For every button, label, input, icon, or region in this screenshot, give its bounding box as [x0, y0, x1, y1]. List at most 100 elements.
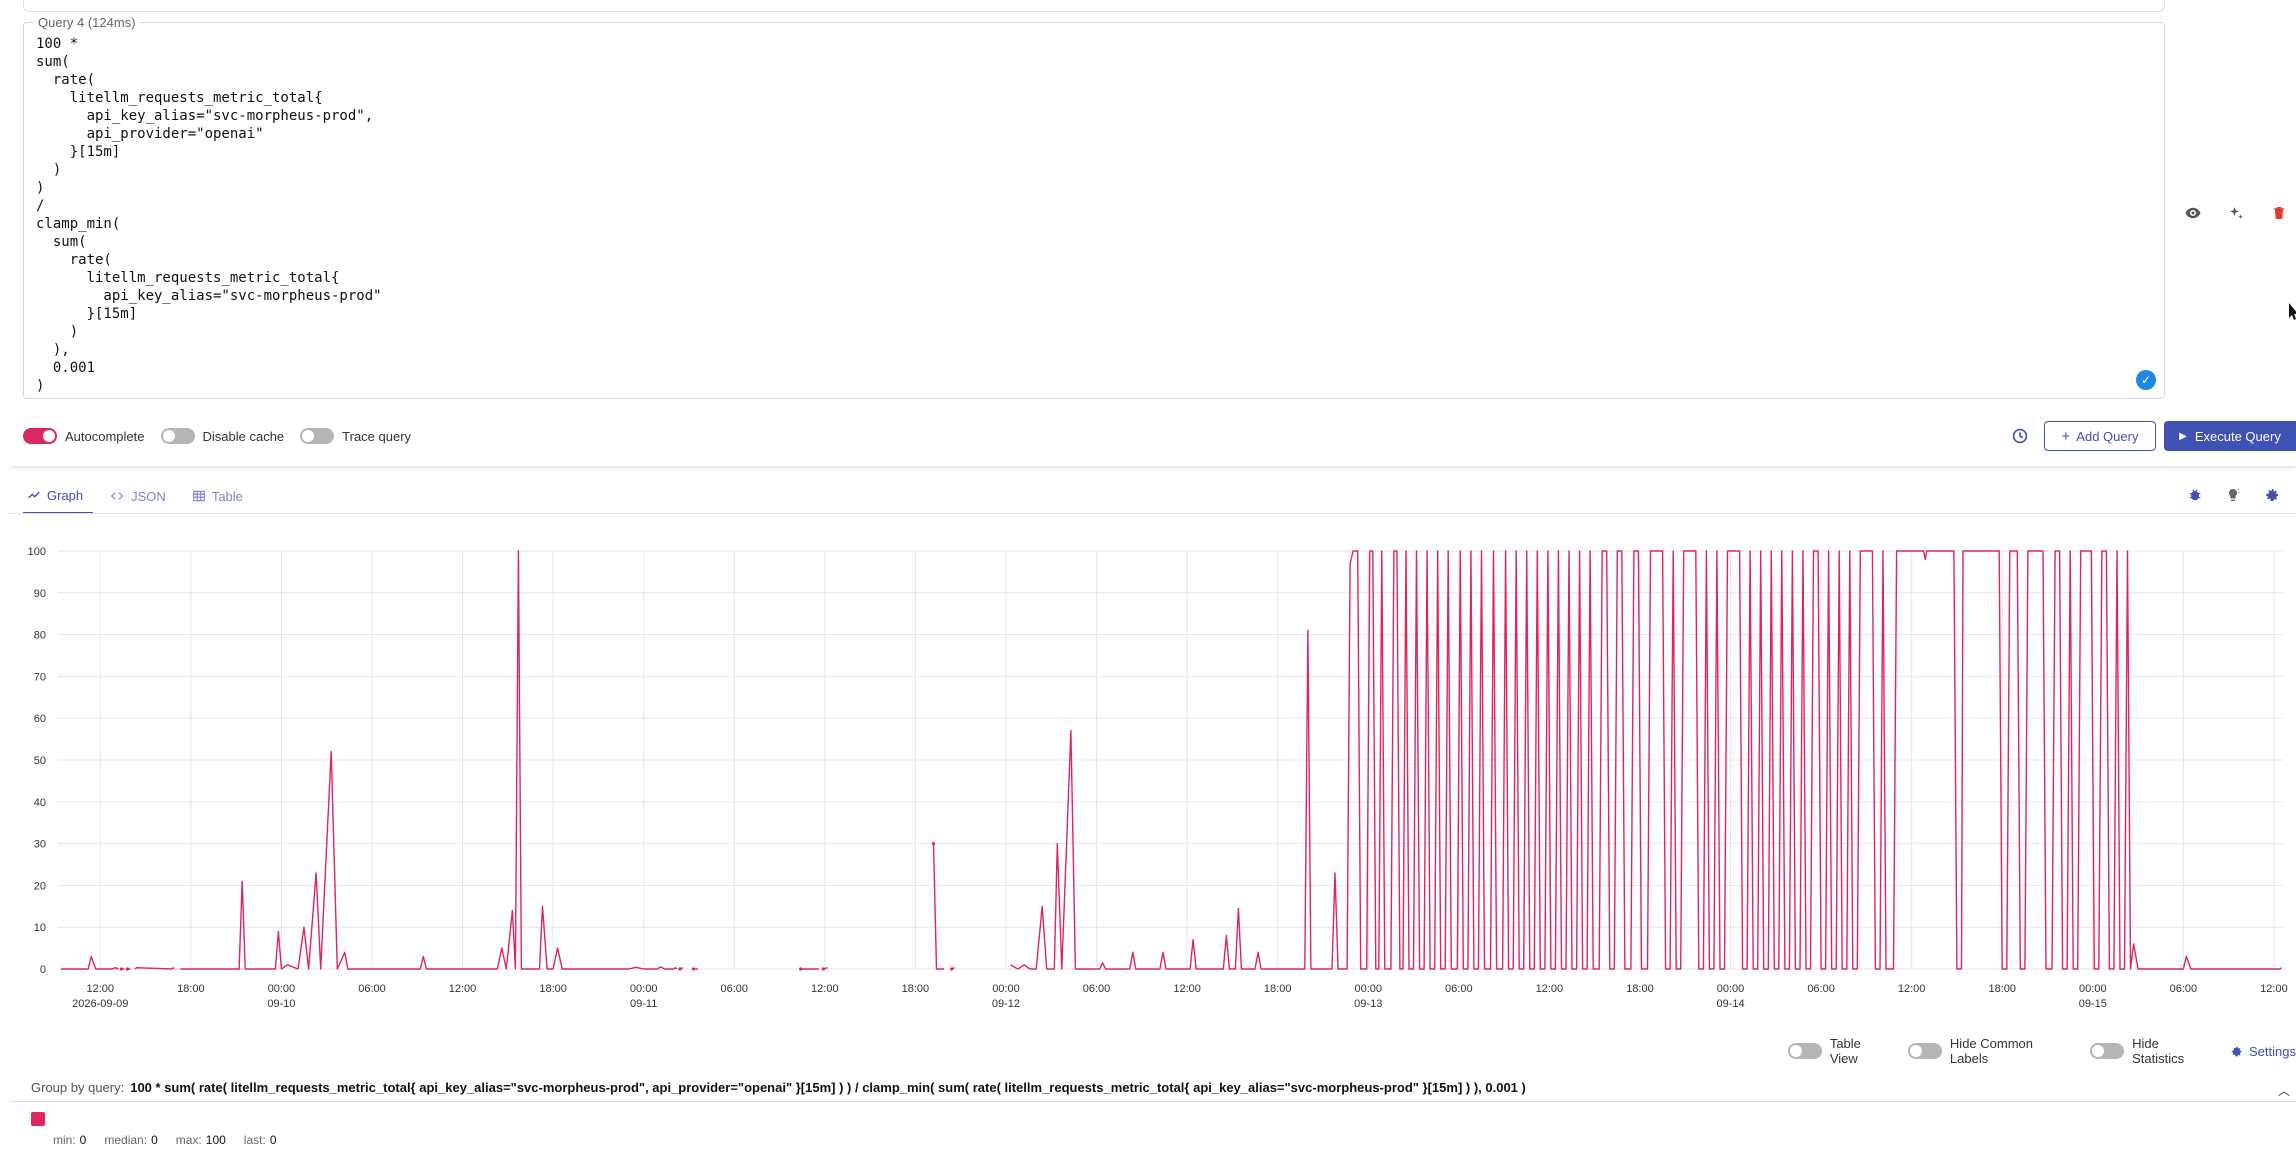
time-series-chart[interactable]: 0 10 20 30 40 50 60 70 80 90 100 12:00 2026-09-09 18:… [0, 530, 2296, 1020]
series-stats: min: 0 median: 0 max: 100 last: 0 [53, 1133, 277, 1147]
hide-common-labels-toggle[interactable] [1908, 1043, 1942, 1059]
series-point [678, 967, 682, 971]
x-tick-label: 12:00 [449, 983, 477, 995]
x-tick-label: 00:00 [630, 983, 658, 995]
settings-gear-icon [2231, 1046, 2242, 1056]
x-tick-label: 00:00 [1717, 983, 1745, 995]
x-tick-date-label: 2026-09-09 [72, 998, 128, 1010]
plus-icon: + [2061, 427, 2071, 445]
autocomplete-label: Autocomplete [65, 428, 145, 444]
x-tick-label: 06:00 [358, 983, 386, 995]
hide-statistics-toggle[interactable] [2090, 1043, 2125, 1059]
x-tick-label: 18:00 [177, 983, 205, 995]
x-tick-label: 00:00 [268, 983, 296, 995]
tabs-divider [10, 513, 2296, 514]
y-tick-label: 0 [40, 964, 46, 976]
disable-cache-toggle[interactable] [160, 428, 195, 444]
add-query-button[interactable]: + Add Query [2044, 421, 2156, 451]
gear-icon[interactable] [2261, 484, 2283, 506]
section-divider [10, 462, 2296, 466]
stat-min-label: min: [53, 1133, 76, 1147]
delete-icon[interactable] [2268, 202, 2290, 224]
x-tick-label: 06:00 [720, 983, 748, 995]
series-line [61, 955, 119, 970]
series-line [932, 843, 945, 970]
x-tick-date-label: 09-10 [267, 998, 295, 1010]
tab-json-label: JSON [131, 488, 166, 504]
stat-min-value: 0 [79, 1133, 87, 1147]
tab-json[interactable]: JSON [105, 478, 176, 514]
y-tick-label: 10 [34, 922, 46, 934]
x-tick-label: 12:00 [1898, 983, 1926, 995]
execute-query-label: Execute Query [2194, 428, 2281, 444]
stat-max-label: max: [175, 1133, 202, 1147]
x-tick-label: 18:00 [539, 983, 567, 995]
tab-table-label: Table [211, 488, 243, 504]
bug-icon[interactable] [2184, 484, 2206, 506]
code-icon [111, 492, 124, 500]
y-tick-label: 80 [34, 630, 46, 642]
x-tick-label: 06:00 [1807, 983, 1835, 995]
stat-last-value: 0 [269, 1133, 277, 1147]
chart-area: 0 10 20 30 40 50 60 70 80 90 100 12:00 2026-09-09 18:… [0, 530, 2296, 1020]
legend-divider [10, 1101, 2296, 1102]
x-tick-label: 18:00 [902, 983, 930, 995]
add-query-label: Add Query [2076, 428, 2139, 444]
history-icon[interactable] [2009, 425, 2031, 447]
chevron-up-icon[interactable]: ︿ [2278, 1084, 2291, 1098]
stat-median-value: 0 [151, 1133, 158, 1147]
tab-graph[interactable]: Graph [23, 478, 94, 514]
query-editor[interactable]: Query 4 (124ms) 100 * sum( rate( litellm… [23, 15, 2165, 399]
stat-max-value: 100 [205, 1133, 226, 1147]
series-point [691, 967, 696, 971]
play-icon: ▶ [2179, 430, 2187, 442]
hide-statistics-label: Hide Statistics [2132, 1036, 2185, 1066]
series-point [125, 967, 130, 971]
table-view-label: Table View [1829, 1036, 1861, 1066]
series-color-swatch[interactable] [31, 1112, 45, 1126]
x-tick-date-label: 09-13 [1354, 998, 1382, 1010]
eye-icon[interactable] [2182, 202, 2204, 224]
table-view-toggle[interactable] [1788, 1043, 1822, 1059]
table-icon [192, 490, 205, 502]
graph-icon [28, 491, 40, 499]
result-tabs: Graph JSON Table [23, 478, 265, 514]
settings-button[interactable]: Settings [2230, 1044, 2296, 1059]
x-tick-label: 12:00 [811, 983, 839, 995]
x-tick-label: 06:00 [2170, 983, 2198, 995]
sparkle-icon[interactable] [2225, 202, 2247, 224]
series-line [134, 967, 175, 970]
execute-query-button[interactable]: ▶ Execute Query [2164, 421, 2296, 451]
y-tick-label: 100 [28, 546, 46, 558]
series-point [950, 967, 954, 971]
autocomplete-toggle[interactable] [23, 428, 57, 444]
query-code[interactable]: 100 * sum( rate( litellm_requests_metric… [36, 36, 382, 394]
x-tick-label: 12:00 [1173, 983, 1201, 995]
series-point [119, 967, 123, 971]
series-line [1010, 550, 2282, 970]
series-line [180, 550, 678, 970]
y-tick-label: 70 [34, 671, 46, 683]
tab-table[interactable]: Table [188, 478, 253, 514]
x-tick-label: 18:00 [1626, 983, 1654, 995]
previous-query-box[interactable] [23, 0, 2165, 12]
trace-query-toggle[interactable] [300, 428, 335, 444]
trace-query-label: Trace query [342, 428, 412, 444]
x-tick-label: 12:00 [1536, 983, 1564, 995]
stat-median-label: median: [104, 1133, 148, 1147]
hide-common-labels-label: Hide Common Labels [1949, 1036, 2034, 1066]
x-tick-label: 12:00 [2260, 983, 2288, 995]
y-tick-label: 30 [34, 839, 46, 851]
check-icon: ✓ [2136, 370, 2156, 390]
x-tick-date-label: 09-14 [1716, 998, 1744, 1010]
x-tick-date-label: 09-12 [992, 998, 1020, 1010]
lightbulb-icon[interactable] [2222, 484, 2244, 506]
view-options: Table View Hide Common Labels Hide Stati… [1788, 1036, 2296, 1066]
series-point [821, 967, 825, 971]
y-tick-label: 40 [34, 797, 46, 809]
tab-graph-label: Graph [47, 487, 84, 503]
x-tick-label: 18:00 [1264, 983, 1292, 995]
x-tick-label: 06:00 [1445, 983, 1473, 995]
series-point [799, 967, 803, 971]
x-tick-label: 12:00 [87, 983, 115, 995]
